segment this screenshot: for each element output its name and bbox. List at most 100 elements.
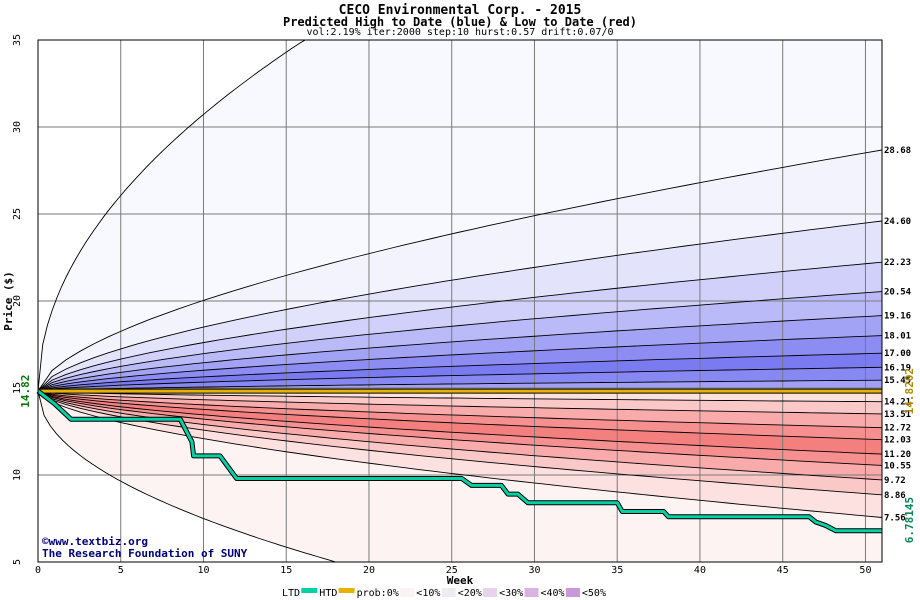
band-boundary <box>37 390 883 429</box>
high-band <box>38 353 882 392</box>
low-band <box>38 391 882 414</box>
level-label: 16.19 <box>884 363 911 373</box>
high-band <box>38 315 882 392</box>
legend-ltd-label: LTD <box>282 588 300 599</box>
high-band <box>38 150 882 392</box>
band-boundary <box>37 291 883 392</box>
level-label: 11.20 <box>884 450 911 460</box>
low-band <box>38 391 882 495</box>
low-band <box>38 391 882 402</box>
band-boundary <box>37 379 883 392</box>
plot-frame <box>37 39 883 563</box>
x-axis-label: Week <box>447 574 474 587</box>
band-boundary <box>37 390 883 415</box>
legend-40-label: <40% <box>541 588 565 599</box>
legend-swatch-30 <box>524 588 539 597</box>
x-tick-label: 5 <box>118 565 124 576</box>
level-label: 8.86 <box>884 491 906 501</box>
level-label: 22.23 <box>884 258 911 268</box>
legend-20-label: <20% <box>458 588 482 599</box>
x-tick-label: 15 <box>280 565 292 576</box>
level-label: 10.55 <box>884 461 911 471</box>
band-boundary <box>37 390 883 466</box>
start-price-label: 14.82 <box>19 375 32 408</box>
legend-ltd-swatch <box>301 588 318 593</box>
high-band <box>38 291 882 392</box>
band-boundary <box>37 39 882 392</box>
level-label: 7.56 <box>884 513 906 523</box>
legend-swatch-10 <box>441 588 456 597</box>
legend: LTD HTD prob:0% <10% <20% <30% <40% <50% <box>282 588 606 599</box>
legend-50-label: <50% <box>582 588 606 599</box>
axes: 0 5 10 15 20 25 30 35 40 45 50 5 10 15 20 25 30 35 Week Pri… <box>2 34 883 587</box>
low-band <box>38 391 882 480</box>
band-boundary <box>37 390 883 403</box>
x-tick-label: 20 <box>363 565 375 576</box>
level-label: 14.21 <box>884 398 911 408</box>
level-label: 20.54 <box>884 288 912 298</box>
legend-htd-swatch <box>338 588 355 593</box>
band-boundary-lines <box>37 39 883 563</box>
level-label: 12.72 <box>884 424 911 434</box>
current-price-label: 14.8202 <box>903 368 916 414</box>
last-low-label: 6.78145 <box>903 497 916 543</box>
watermark-line-1: ©www.textbiz.org <box>42 535 148 548</box>
level-label: 19.16 <box>884 312 911 322</box>
x-tick-label: 40 <box>694 565 706 576</box>
watermark-line-2: The Research Foundation of SUNY <box>42 547 248 560</box>
level-label: 28.68 <box>884 146 911 156</box>
low-band <box>38 391 882 455</box>
legend-swatch-0 <box>400 588 415 597</box>
chart-parameters: vol:2.19% iter:2000 step:10 hurst:0.57 d… <box>306 27 614 38</box>
level-label: 15.45 <box>884 376 911 386</box>
band-boundary <box>37 315 883 392</box>
band-boundary <box>37 149 883 392</box>
x-tick-label: 30 <box>528 565 540 576</box>
legend-htd-label: HTD <box>319 588 337 599</box>
y-tick-label: 10 <box>12 469 23 481</box>
level-label: 13.51 <box>884 410 911 420</box>
level-labels: 28.68 24.60 22.23 20.54 19.16 18.01 17.00 16.19… <box>884 146 916 543</box>
level-label: 18.01 <box>884 332 911 342</box>
ltd-line <box>37 389 882 533</box>
high-band <box>38 335 882 392</box>
y-tick-label: 20 <box>12 295 23 307</box>
low-band <box>38 391 882 466</box>
band-boundary <box>37 390 883 441</box>
y-tick-label: 15 <box>12 382 23 394</box>
level-label: 12.03 <box>884 436 911 446</box>
low-band <box>38 391 882 428</box>
x-tick-label: 10 <box>197 565 209 576</box>
legend-prob-label: prob:0% <box>357 588 399 599</box>
x-tick-label: 0 <box>35 565 41 576</box>
chart-title: CECO Environmental Corp. - 2015 <box>338 3 582 18</box>
legend-30-label: <30% <box>499 588 523 599</box>
band-boundary <box>37 390 883 496</box>
x-tick-label: 35 <box>611 565 623 576</box>
level-label: 17.00 <box>884 349 911 359</box>
band-boundary <box>37 390 883 518</box>
x-tick-label: 45 <box>777 565 789 576</box>
x-tick-label: 50 <box>859 565 871 576</box>
legend-swatch-20 <box>483 588 498 597</box>
legend-10-label: <10% <box>416 588 440 599</box>
y-tick-label: 35 <box>12 34 23 46</box>
chart-subtitle: Predicted High to Date (blue) & Low to D… <box>282 15 637 29</box>
low-band <box>38 391 882 518</box>
band-boundary <box>37 261 883 392</box>
y-tick-label: 30 <box>12 121 23 133</box>
series-lines <box>36 388 882 534</box>
band-boundary <box>37 366 883 392</box>
level-label: 9.72 <box>884 476 906 486</box>
high-band <box>38 40 882 392</box>
x-tick-label: 25 <box>446 565 458 576</box>
band-boundary <box>37 352 883 392</box>
high-band <box>38 262 882 392</box>
y-axis-label: Price ($) <box>2 271 15 331</box>
y-tick-label: 25 <box>12 208 23 220</box>
band-boundary <box>37 390 883 455</box>
band-boundary <box>37 335 883 392</box>
